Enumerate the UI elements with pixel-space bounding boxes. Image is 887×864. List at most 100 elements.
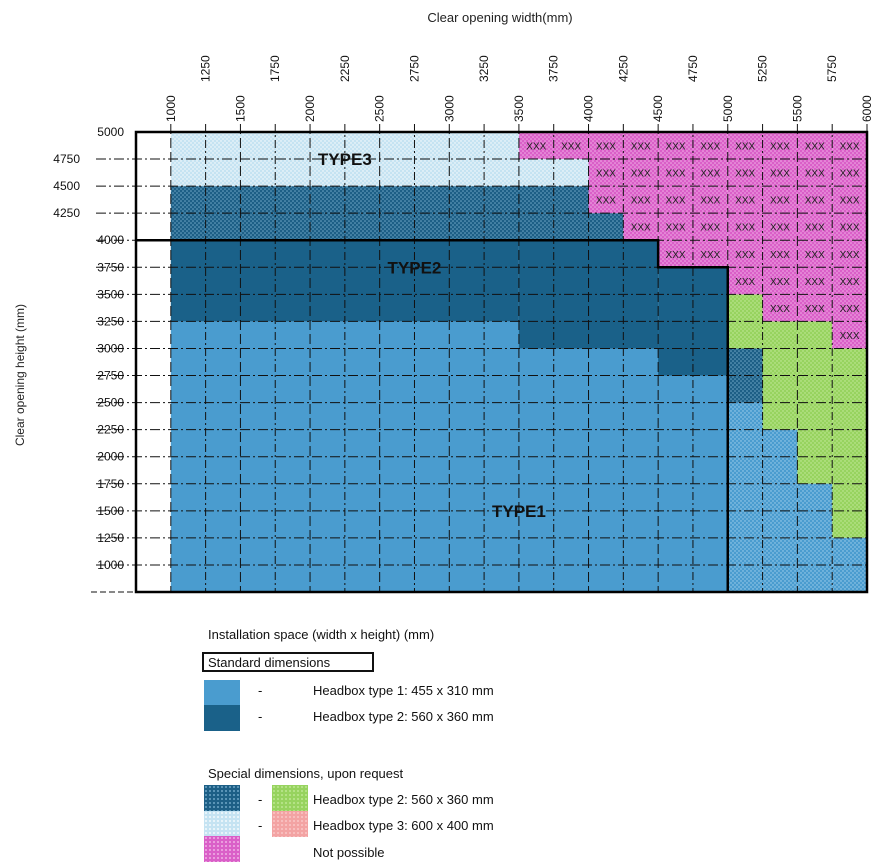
y-tick-label: 1750 [97, 477, 124, 491]
swatch-not-possible [204, 836, 240, 862]
not-possible-marker: XXX [805, 277, 825, 288]
not-possible-marker: XXX [770, 223, 790, 234]
legend-dash: - [258, 683, 263, 698]
not-possible-markers: XXX XXX XXX XXX XXX XXX XXX XXX XXX XXX XXX XXX XXX X… [526, 142, 860, 342]
y-tick-label: 4000 [97, 233, 124, 247]
not-possible-marker: XXX [561, 142, 581, 153]
x-tick-label: 6000 [860, 95, 874, 122]
x-axis-label: Clear opening width(mm) [427, 10, 572, 25]
not-possible-marker: XXX [596, 142, 616, 153]
x-tick-label: 4750 [686, 55, 700, 82]
not-possible-marker: XXX [805, 169, 825, 180]
region-label-type2: TYPE2 [388, 258, 442, 277]
x-tick-label: 5750 [825, 55, 839, 82]
x-tick-label: 2750 [407, 55, 421, 82]
swatch-standard-type2 [204, 705, 240, 731]
not-possible-marker: XXX [805, 250, 825, 261]
not-possible-marker: XXX [700, 223, 720, 234]
not-possible-marker: XXX [735, 142, 755, 153]
not-possible-marker: XXX [631, 142, 651, 153]
not-possible-marker: XXX [666, 223, 686, 234]
special-dimensions-heading: Special dimensions, upon request [208, 766, 404, 781]
chart-frame [134, 130, 869, 594]
x-tick-label: 4500 [651, 95, 665, 122]
swatch-special-type3-light [204, 811, 240, 837]
not-possible-marker: XXX [840, 331, 860, 342]
not-possible-marker: XXX [840, 169, 860, 180]
legend-dash: - [258, 709, 263, 724]
x-tick-label: 1750 [268, 55, 282, 82]
not-possible-marker: XXX [666, 169, 686, 180]
not-possible-marker: XXX [735, 196, 755, 207]
not-possible-marker: XXX [840, 196, 860, 207]
not-possible-marker: XXX [805, 304, 825, 315]
region-sp3 [727, 402, 763, 592]
not-possible-marker: XXX [666, 196, 686, 207]
not-possible-marker: XXX [770, 142, 790, 153]
not-possible-marker: XXX [805, 142, 825, 153]
x-tick-label: 2500 [373, 95, 387, 122]
not-possible-marker: XXX [700, 196, 720, 207]
x-tick-label: 4000 [582, 95, 596, 122]
region-label-type3: TYPE3 [318, 150, 372, 169]
swatch-special-type3-salmon [272, 811, 308, 837]
y-tick-label: 2250 [97, 423, 124, 437]
not-possible-marker: XXX [770, 196, 790, 207]
legend-standard-type1: Headbox type 1: 455 x 310 mm [313, 683, 494, 698]
y-axis-label: Clear opening height (mm) [13, 304, 27, 446]
x-tick-label: 5000 [721, 95, 735, 122]
plot-border [134, 130, 869, 594]
region-label-type1: TYPE1 [492, 502, 546, 521]
x-tick-label: 2250 [338, 55, 352, 82]
not-possible-marker: XXX [596, 196, 616, 207]
y-tick-label: 5000 [97, 125, 124, 139]
x-tick-label: 5250 [756, 55, 770, 82]
x-tick-label: 3500 [512, 95, 526, 122]
not-possible-marker: XXX [770, 169, 790, 180]
legend-not-possible: Not possible [313, 845, 385, 860]
swatch-special-type2-dark [204, 785, 240, 811]
swatch-standard-type1 [204, 680, 240, 706]
y-tick-label: 3500 [97, 287, 124, 301]
x-tick-label: 3000 [442, 95, 456, 122]
not-possible-marker: XXX [805, 223, 825, 234]
not-possible-marker: XXX [770, 277, 790, 288]
standard-boundary [136, 238, 730, 592]
x-tick-label: 3750 [547, 55, 561, 82]
not-possible-marker: XXX [735, 169, 755, 180]
x-tick-label: 1500 [233, 95, 247, 122]
x-tick-label: 1250 [199, 55, 213, 82]
x-tick-label: 4250 [616, 55, 630, 82]
not-possible-marker: XXX [805, 196, 825, 207]
legend-dash: - [258, 792, 263, 807]
not-possible-marker: XXX [596, 169, 616, 180]
y-tick-label: 3250 [97, 314, 124, 328]
region-np [588, 132, 624, 214]
y-tick-label: 3750 [97, 260, 124, 274]
y-tick-label: 4250 [53, 206, 80, 220]
x-tick-label: 2000 [303, 95, 317, 122]
not-possible-marker: XXX [666, 250, 686, 261]
not-possible-marker: XXX [770, 304, 790, 315]
not-possible-marker: XXX [526, 142, 546, 153]
not-possible-marker: XXX [631, 196, 651, 207]
x-tick-label: 5500 [790, 95, 804, 122]
legend-special-type3: Headbox type 3: 600 x 400 mm [313, 818, 494, 833]
not-possible-marker: XXX [631, 223, 651, 234]
not-possible-marker: XXX [735, 277, 755, 288]
legend-title: Installation space (width x height) (mm) [208, 627, 435, 642]
x-tick-label: 3250 [477, 55, 491, 82]
not-possible-marker: XXX [700, 142, 720, 153]
y-tick-label: 4500 [53, 179, 80, 193]
legend-standard-type2: Headbox type 2: 560 x 360 mm [313, 709, 494, 724]
region-sp2g [832, 348, 867, 538]
y-tick-label: 1250 [97, 531, 124, 545]
y-tick-label: 1000 [97, 558, 124, 572]
not-possible-marker: XXX [840, 223, 860, 234]
legend-dash: - [258, 818, 263, 833]
y-tick-label: 1500 [97, 504, 124, 518]
not-possible-marker: XXX [770, 250, 790, 261]
swatch-special-type2-green [272, 785, 308, 811]
not-possible-marker: XXX [840, 142, 860, 153]
